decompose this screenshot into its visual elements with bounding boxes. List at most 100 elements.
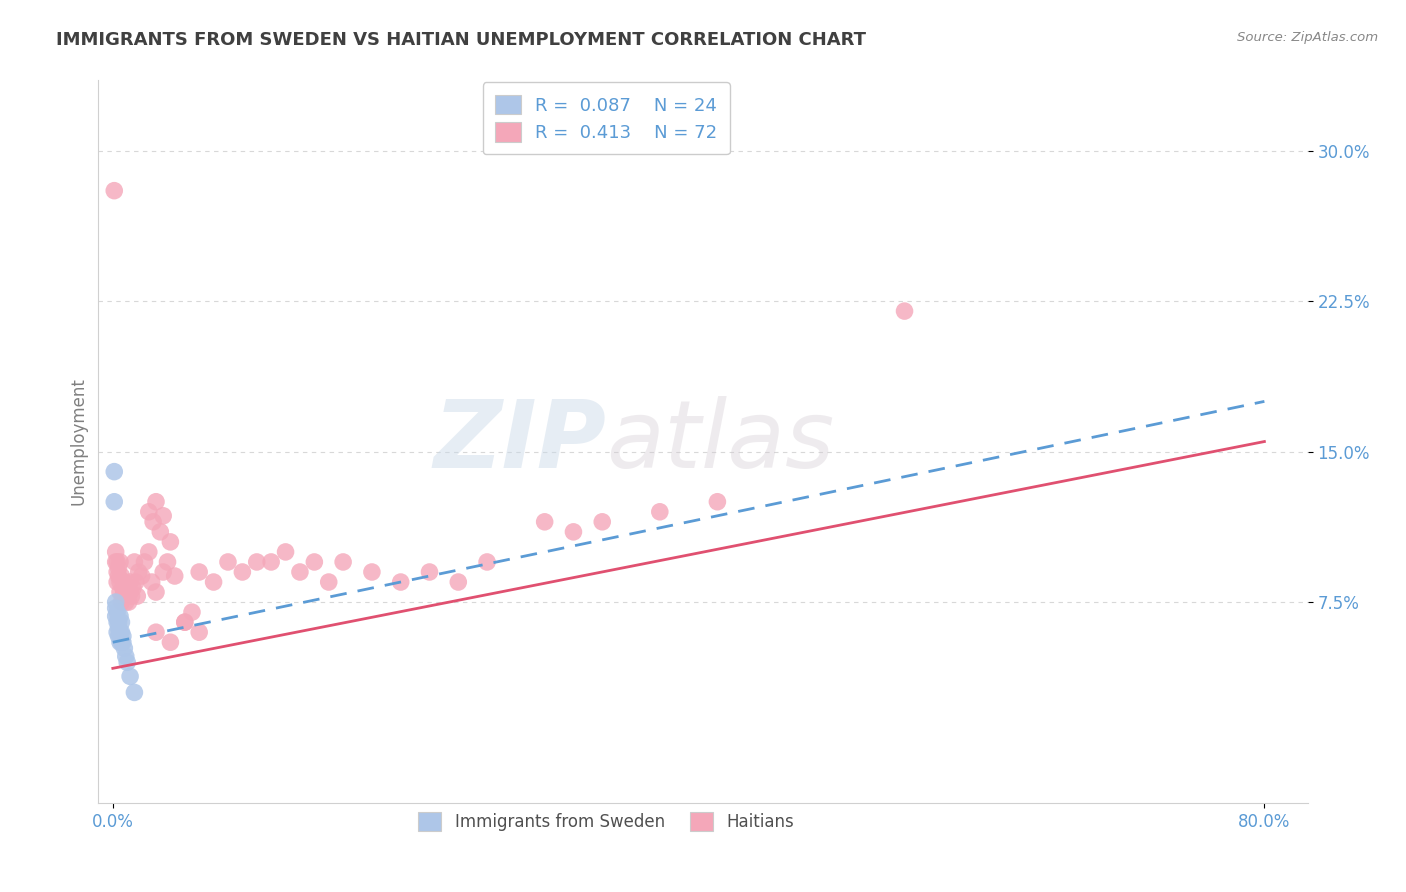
Point — [120, 585, 142, 599]
Point — [104, 555, 127, 569]
Point — [260, 555, 283, 569]
Point — [332, 555, 354, 569]
Point — [149, 524, 172, 539]
Point — [108, 585, 131, 599]
Point — [108, 625, 131, 640]
Point — [447, 575, 470, 590]
Point — [115, 581, 138, 595]
Point — [127, 589, 149, 603]
Point — [103, 494, 125, 508]
Point — [103, 465, 125, 479]
Point — [105, 555, 128, 569]
Point — [134, 555, 156, 569]
Point — [188, 565, 211, 579]
Point — [110, 595, 132, 609]
Point — [893, 304, 915, 318]
Point — [105, 565, 128, 579]
Point — [114, 649, 136, 664]
Point — [138, 545, 160, 559]
Point — [112, 585, 135, 599]
Point — [274, 545, 297, 559]
Point — [124, 685, 146, 699]
Point — [202, 575, 225, 590]
Point — [181, 605, 204, 619]
Point — [131, 569, 153, 583]
Point — [121, 589, 143, 603]
Point — [122, 581, 145, 595]
Point — [304, 555, 326, 569]
Point — [128, 565, 150, 579]
Point — [114, 585, 136, 599]
Point — [418, 565, 440, 579]
Point — [107, 615, 129, 630]
Point — [159, 635, 181, 649]
Point — [107, 629, 129, 643]
Point — [110, 569, 132, 583]
Point — [318, 575, 340, 590]
Point — [156, 555, 179, 569]
Point — [108, 635, 131, 649]
Point — [145, 585, 167, 599]
Point — [110, 635, 132, 649]
Point — [108, 575, 131, 590]
Point — [105, 575, 128, 590]
Point — [389, 575, 412, 590]
Point — [110, 615, 132, 630]
Point — [105, 615, 128, 630]
Legend: Immigrants from Sweden, Haitians: Immigrants from Sweden, Haitians — [412, 805, 801, 838]
Point — [108, 609, 131, 624]
Point — [706, 494, 728, 508]
Point — [103, 184, 125, 198]
Point — [120, 575, 142, 590]
Point — [112, 641, 135, 656]
Point — [104, 609, 127, 624]
Point — [141, 575, 163, 590]
Point — [246, 555, 269, 569]
Point — [105, 625, 128, 640]
Text: Source: ZipAtlas.com: Source: ZipAtlas.com — [1237, 31, 1378, 45]
Point — [138, 505, 160, 519]
Point — [288, 565, 311, 579]
Point — [231, 565, 253, 579]
Point — [115, 655, 138, 669]
Point — [145, 494, 167, 508]
Point — [125, 575, 148, 590]
Point — [105, 605, 128, 619]
Point — [111, 629, 134, 643]
Point — [115, 589, 138, 603]
Point — [163, 569, 186, 583]
Point — [173, 615, 195, 630]
Text: IMMIGRANTS FROM SWEDEN VS HAITIAN UNEMPLOYMENT CORRELATION CHART: IMMIGRANTS FROM SWEDEN VS HAITIAN UNEMPL… — [56, 31, 866, 49]
Point — [108, 555, 131, 569]
Point — [152, 565, 174, 579]
Point — [107, 569, 129, 583]
Point — [188, 625, 211, 640]
Point — [111, 589, 134, 603]
Point — [104, 595, 127, 609]
Point — [124, 555, 146, 569]
Point — [104, 545, 127, 559]
Point — [120, 669, 142, 683]
Point — [111, 635, 134, 649]
Point — [648, 505, 671, 519]
Point — [111, 581, 134, 595]
Point — [152, 508, 174, 523]
Point — [142, 515, 165, 529]
Point — [107, 621, 129, 635]
Point — [217, 555, 239, 569]
Point — [533, 515, 555, 529]
Y-axis label: Unemployment: Unemployment — [69, 377, 87, 506]
Point — [110, 625, 132, 640]
Text: atlas: atlas — [606, 396, 835, 487]
Point — [562, 524, 585, 539]
Point — [107, 561, 129, 575]
Point — [112, 575, 135, 590]
Text: ZIP: ZIP — [433, 395, 606, 488]
Point — [118, 595, 141, 609]
Point — [591, 515, 613, 529]
Point — [173, 615, 195, 630]
Point — [159, 535, 181, 549]
Point — [104, 601, 127, 615]
Point — [475, 555, 498, 569]
Point — [145, 625, 167, 640]
